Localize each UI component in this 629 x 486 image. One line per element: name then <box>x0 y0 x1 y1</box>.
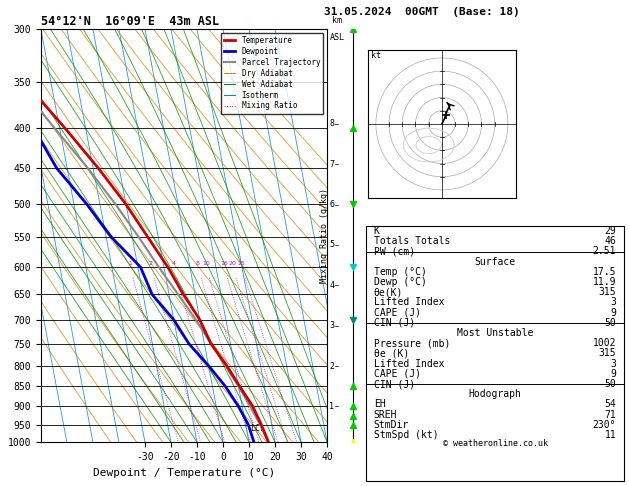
Text: 2: 2 <box>330 362 335 370</box>
Text: 11: 11 <box>604 430 616 440</box>
Text: 230°: 230° <box>593 420 616 430</box>
Text: 29: 29 <box>604 226 616 236</box>
Text: 1: 1 <box>128 261 132 266</box>
Text: 16: 16 <box>220 261 228 266</box>
Text: 10: 10 <box>202 261 210 266</box>
Text: Surface: Surface <box>474 257 516 267</box>
Text: © weatheronline.co.uk: © weatheronline.co.uk <box>443 439 547 448</box>
Text: EH: EH <box>374 399 386 410</box>
Text: θe (K): θe (K) <box>374 348 409 359</box>
Text: Pressure (mb): Pressure (mb) <box>374 338 450 348</box>
Text: LCL: LCL <box>250 424 265 433</box>
Text: 3: 3 <box>610 297 616 308</box>
Y-axis label: hPa: hPa <box>0 226 2 246</box>
Text: StmDir: StmDir <box>374 420 409 430</box>
Text: PW (cm): PW (cm) <box>374 246 415 257</box>
Text: 54: 54 <box>604 399 616 410</box>
Text: 4: 4 <box>330 281 335 290</box>
Text: Hodograph: Hodograph <box>469 389 521 399</box>
Text: 17.5: 17.5 <box>593 267 616 277</box>
Text: Temp (°C): Temp (°C) <box>374 267 426 277</box>
Text: CAPE (J): CAPE (J) <box>374 369 421 379</box>
Text: 50: 50 <box>604 379 616 389</box>
Text: 2.51: 2.51 <box>593 246 616 257</box>
Text: 4: 4 <box>172 261 175 266</box>
Text: StmSpd (kt): StmSpd (kt) <box>374 430 438 440</box>
Text: 20: 20 <box>229 261 237 266</box>
Text: Dewp (°C): Dewp (°C) <box>374 277 426 287</box>
Text: 31.05.2024  00GMT  (Base: 18): 31.05.2024 00GMT (Base: 18) <box>323 7 520 17</box>
Text: kt: kt <box>370 51 381 60</box>
Text: 9: 9 <box>610 369 616 379</box>
Text: 3: 3 <box>330 321 335 330</box>
Text: CAPE (J): CAPE (J) <box>374 308 421 318</box>
Text: 9: 9 <box>610 308 616 318</box>
Text: 1: 1 <box>330 402 335 411</box>
Text: Totals Totals: Totals Totals <box>374 236 450 246</box>
Text: CIN (J): CIN (J) <box>374 318 415 328</box>
Legend: Temperature, Dewpoint, Parcel Trajectory, Dry Adiabat, Wet Adiabat, Isotherm, Mi: Temperature, Dewpoint, Parcel Trajectory… <box>221 33 323 114</box>
Text: km: km <box>333 16 342 25</box>
Text: Most Unstable: Most Unstable <box>457 328 533 338</box>
Text: Lifted Index: Lifted Index <box>374 297 444 308</box>
Text: 71: 71 <box>604 410 616 420</box>
Text: 50: 50 <box>604 318 616 328</box>
Text: 3: 3 <box>610 359 616 369</box>
Text: 6: 6 <box>330 200 335 209</box>
Text: 54°12'N  16°09'E  43m ASL: 54°12'N 16°09'E 43m ASL <box>41 15 219 28</box>
Text: 25: 25 <box>238 261 245 266</box>
X-axis label: Dewpoint / Temperature (°C): Dewpoint / Temperature (°C) <box>93 468 275 478</box>
Text: 8: 8 <box>196 261 200 266</box>
Text: Mixing Ratio (g/kg): Mixing Ratio (g/kg) <box>320 188 329 283</box>
Text: 46: 46 <box>604 236 616 246</box>
Text: 2: 2 <box>149 261 153 266</box>
Text: Lifted Index: Lifted Index <box>374 359 444 369</box>
Text: 11.9: 11.9 <box>593 277 616 287</box>
Text: θe(K): θe(K) <box>374 287 403 297</box>
Text: 315: 315 <box>599 348 616 359</box>
Text: 5: 5 <box>330 241 335 249</box>
Text: 8: 8 <box>330 120 335 128</box>
Text: 7: 7 <box>330 160 335 169</box>
Text: K: K <box>374 226 380 236</box>
Text: CIN (J): CIN (J) <box>374 379 415 389</box>
Text: 315: 315 <box>599 287 616 297</box>
Text: ASL: ASL <box>330 33 345 42</box>
Text: 1002: 1002 <box>593 338 616 348</box>
Text: SREH: SREH <box>374 410 398 420</box>
